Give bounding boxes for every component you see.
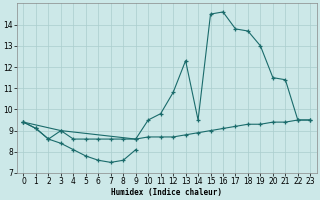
X-axis label: Humidex (Indice chaleur): Humidex (Indice chaleur) — [111, 188, 222, 197]
